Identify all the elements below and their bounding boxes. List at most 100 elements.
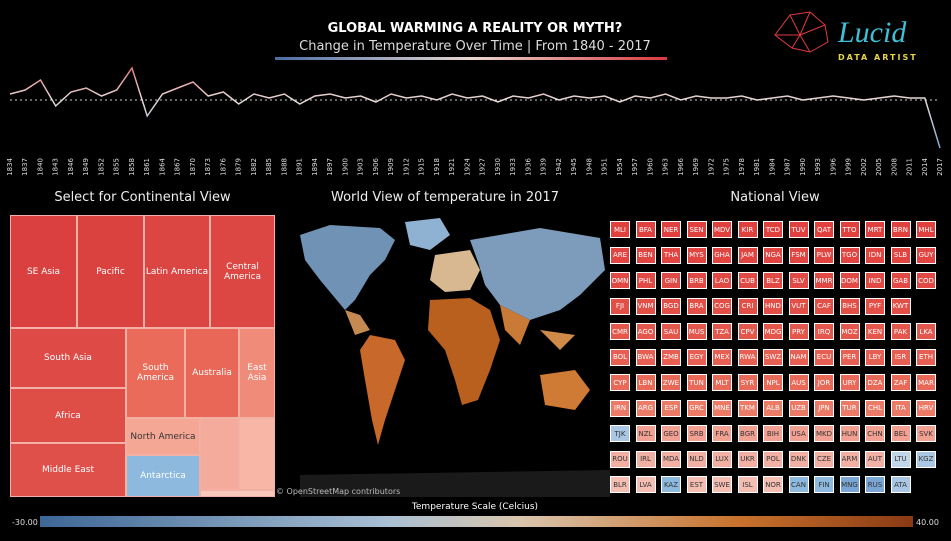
- country-cell[interactable]: LTU: [890, 450, 911, 468]
- country-cell[interactable]: MHL: [916, 221, 936, 238]
- country-cell[interactable]: GUY: [916, 246, 936, 264]
- country-cell[interactable]: USA: [788, 425, 809, 442]
- country-cell[interactable]: NAM: [788, 348, 809, 366]
- country-cell[interactable]: URY: [839, 374, 860, 391]
- country-cell[interactable]: IRL: [635, 450, 656, 468]
- country-cell[interactable]: MUS: [686, 323, 707, 340]
- country-cell[interactable]: EGY: [686, 348, 707, 366]
- country-cell[interactable]: BEN: [635, 246, 656, 264]
- country-cell[interactable]: NER: [661, 221, 681, 238]
- country-cell[interactable]: LVA: [635, 476, 656, 493]
- country-cell[interactable]: TZA: [712, 323, 732, 340]
- country-cell[interactable]: JPN: [814, 399, 834, 417]
- treemap-tile[interactable]: East Asia: [239, 328, 275, 418]
- country-cell[interactable]: GHA: [712, 246, 732, 264]
- country-cell[interactable]: TKM: [737, 399, 758, 417]
- country-cell[interactable]: ARM: [839, 450, 860, 468]
- country-cell[interactable]: UKR: [737, 450, 758, 468]
- country-cell[interactable]: IND: [865, 272, 885, 289]
- treemap-tile[interactable]: Latin America: [144, 215, 210, 328]
- country-cell[interactable]: IDN: [865, 246, 885, 264]
- country-cell[interactable]: FSM: [788, 246, 809, 264]
- country-cell[interactable]: COD: [916, 272, 936, 289]
- country-cell[interactable]: AGO: [635, 323, 656, 340]
- treemap-tile[interactable]: Australia: [185, 328, 239, 418]
- country-cell[interactable]: CMR: [610, 323, 630, 340]
- country-cell[interactable]: FRA: [712, 425, 732, 442]
- country-cell[interactable]: HRV: [916, 399, 936, 417]
- country-cell[interactable]: GIN: [661, 272, 681, 289]
- treemap-tile[interactable]: SE Asia: [10, 215, 77, 328]
- country-cell[interactable]: MOZ: [839, 323, 860, 340]
- country-cell[interactable]: CHL: [865, 399, 885, 417]
- country-cell[interactable]: CZE: [814, 450, 834, 468]
- country-cell[interactable]: HND: [763, 297, 783, 315]
- country-cell[interactable]: PLW: [814, 246, 834, 264]
- country-cell[interactable]: BHS: [839, 297, 860, 315]
- country-cell[interactable]: FIN: [814, 476, 834, 493]
- country-cell[interactable]: SRB: [686, 425, 707, 442]
- country-cell[interactable]: POL: [763, 450, 783, 468]
- country-cell[interactable]: MRT: [865, 221, 885, 238]
- country-cell[interactable]: UZB: [788, 399, 809, 417]
- country-cell[interactable]: CPV: [737, 323, 758, 340]
- country-cell[interactable]: PHL: [635, 272, 656, 289]
- country-cell[interactable]: MMR: [814, 272, 834, 289]
- country-cell[interactable]: FJI: [610, 297, 630, 315]
- country-cell[interactable]: ISR: [890, 348, 911, 366]
- country-cell[interactable]: SLV: [788, 272, 809, 289]
- country-cell[interactable]: ZMB: [661, 348, 681, 366]
- country-cell[interactable]: QAT: [814, 221, 834, 238]
- country-cell[interactable]: BFA: [635, 221, 656, 238]
- country-cell[interactable]: ROU: [610, 450, 630, 468]
- country-cell[interactable]: CAN: [788, 476, 809, 493]
- country-cell[interactable]: BOL: [610, 348, 630, 366]
- country-cell[interactable]: IRQ: [814, 323, 834, 340]
- country-cell[interactable]: BGR: [737, 425, 758, 442]
- country-cell[interactable]: NGA: [763, 246, 783, 264]
- country-cell[interactable]: ATA: [890, 476, 911, 493]
- treemap-tile[interactable]: Antarctica: [126, 455, 200, 497]
- country-cell[interactable]: LAO: [712, 272, 732, 289]
- country-cell[interactable]: ITA: [890, 399, 911, 417]
- country-cell[interactable]: BLZ: [763, 272, 783, 289]
- country-cell[interactable]: MDV: [712, 221, 732, 238]
- country-cell[interactable]: ESP: [661, 399, 681, 417]
- country-cell[interactable]: AUT: [865, 450, 885, 468]
- country-cell[interactable]: CRI: [737, 297, 758, 315]
- country-cell[interactable]: KIR: [737, 221, 758, 238]
- country-cell[interactable]: LBN: [635, 374, 656, 391]
- country-cell[interactable]: ZAF: [890, 374, 911, 391]
- country-cell[interactable]: THA: [661, 246, 681, 264]
- country-cell[interactable]: MDA: [661, 450, 681, 468]
- country-cell[interactable]: BIH: [763, 425, 783, 442]
- country-cell[interactable]: BRB: [686, 272, 707, 289]
- country-cell[interactable]: MNE: [712, 399, 732, 417]
- country-cell[interactable]: MLT: [712, 374, 732, 391]
- country-cell[interactable]: MEX: [712, 348, 732, 366]
- country-cell[interactable]: RWA: [737, 348, 758, 366]
- country-cell[interactable]: MYS: [686, 246, 707, 264]
- country-cell[interactable]: IRN: [610, 399, 630, 417]
- country-cell[interactable]: BRA: [686, 297, 707, 315]
- country-cell[interactable]: NPL: [763, 374, 783, 391]
- country-cell[interactable]: KWT: [890, 297, 911, 315]
- country-cell[interactable]: ARE: [610, 246, 630, 264]
- country-cell[interactable]: PYF: [865, 297, 885, 315]
- country-cell[interactable]: ISL: [737, 476, 758, 493]
- country-cell[interactable]: PRY: [788, 323, 809, 340]
- country-cell[interactable]: SLB: [890, 246, 911, 264]
- country-cell[interactable]: PAK: [890, 323, 911, 340]
- treemap-tile[interactable]: Pacific: [77, 215, 144, 328]
- treemap-tile[interactable]: South America: [126, 328, 185, 418]
- country-cell[interactable]: AUS: [788, 374, 809, 391]
- country-cell[interactable]: RUS: [865, 476, 885, 493]
- country-cell[interactable]: VNM: [635, 297, 656, 315]
- country-cell[interactable]: LKA: [916, 323, 936, 340]
- country-cell[interactable]: TTO: [839, 221, 860, 238]
- country-cell[interactable]: GAB: [890, 272, 911, 289]
- treemap-tile[interactable]: Central America: [210, 215, 275, 328]
- country-cell[interactable]: TUV: [788, 221, 809, 238]
- country-cell[interactable]: VUT: [788, 297, 809, 315]
- country-cell[interactable]: MAR: [916, 374, 936, 391]
